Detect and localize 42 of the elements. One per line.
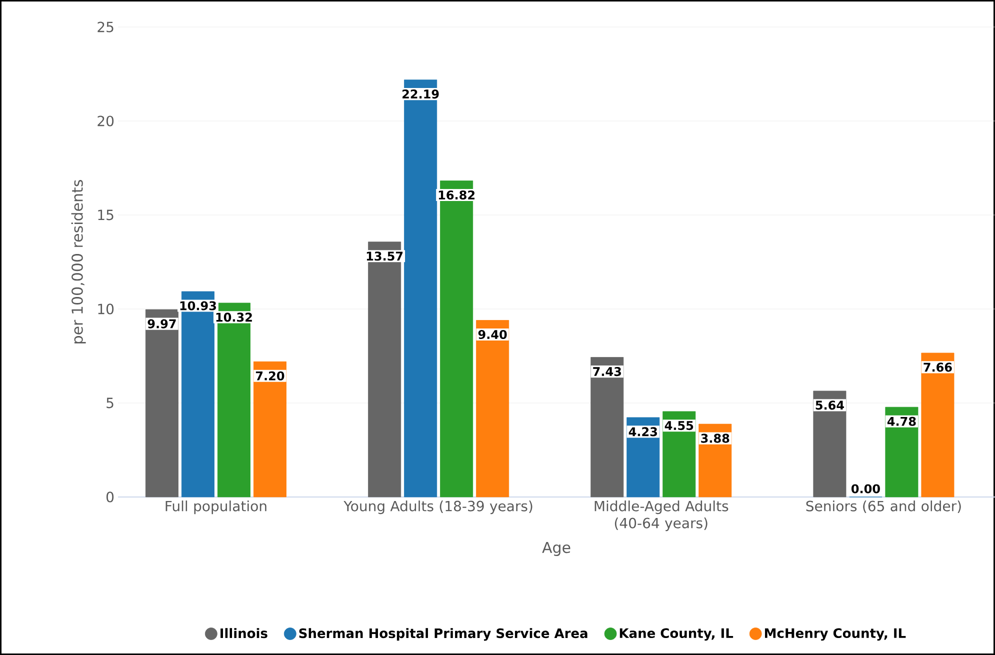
x-tick-label: Full population (166, 500, 266, 514)
data-label: 5.64 (816, 400, 844, 410)
data-label: 7.43 (593, 367, 621, 376)
bar (145, 309, 178, 498)
data-label: 9.40 (478, 330, 507, 340)
data-label: 4.55 (664, 421, 694, 430)
bar (404, 80, 438, 498)
legend-label: Kane County, IL (620, 628, 734, 641)
data-label: 7.20 (256, 371, 284, 380)
legend-label: Sherman Hospital Primary Service Area (299, 628, 588, 641)
bar (253, 361, 286, 498)
data-label: 9.97 (148, 319, 176, 328)
data-label: 16.82 (438, 190, 474, 200)
bar (885, 406, 918, 498)
y-tick-label: 0 (106, 492, 114, 502)
bar (626, 417, 660, 498)
legend-label: McHenry County, IL (764, 628, 906, 641)
bar (921, 352, 954, 498)
y-axis-title: per 100,000 residents (71, 180, 86, 344)
x-tick-label: Seniors (65 and older) (806, 500, 961, 514)
x-tick-label: Middle-Aged Adults (40-64 years) (594, 500, 728, 532)
y-tick-label: 25 (98, 22, 114, 32)
bar (662, 411, 696, 498)
data-label: 10.93 (180, 301, 216, 310)
legend-label: Illinois (220, 628, 268, 638)
data-label: 13.57 (366, 252, 403, 261)
y-tick-label: 15 (98, 210, 114, 220)
data-label: 22.19 (402, 90, 439, 99)
y-tick-label: 20 (98, 116, 114, 126)
data-label: 7.66 (924, 362, 952, 372)
x-axis-title: Age (542, 542, 570, 556)
data-label: 4.78 (887, 416, 916, 426)
bar (813, 390, 846, 498)
data-label: 0.00 (851, 484, 880, 494)
bar (476, 320, 510, 498)
data-label: 4.23 (628, 427, 657, 436)
x-tick-label: Young Adults (18-39 years) (344, 500, 532, 514)
data-label: 3.88 (701, 434, 730, 443)
bar (590, 357, 624, 498)
data-label: 10.32 (216, 312, 252, 322)
y-tick-label: 10 (98, 304, 114, 314)
y-tick-label: 5 (106, 398, 114, 408)
